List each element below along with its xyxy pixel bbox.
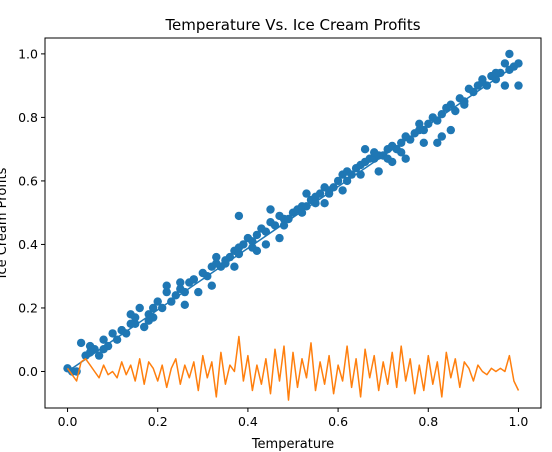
scatter-point <box>333 176 343 186</box>
scatter-point <box>370 148 379 157</box>
scatter-point <box>131 313 140 322</box>
scatter-point <box>76 338 86 348</box>
y-tick-label: 1.0 <box>18 46 38 61</box>
scatter-point <box>446 125 455 135</box>
scatter-point <box>374 167 383 176</box>
y-axis: 0.0 0.2 0.4 0.6 0.8 1.0 <box>18 46 45 379</box>
scatter-point <box>383 154 392 163</box>
scatter-point <box>406 135 415 144</box>
scatter-point <box>149 303 158 313</box>
scatter-point <box>451 106 460 116</box>
scatter-point <box>153 297 162 306</box>
scatter-point <box>135 303 144 313</box>
x-axis-label: Temperature <box>251 437 334 452</box>
scatter-point <box>338 186 347 195</box>
y-tick-label: 0.6 <box>18 173 38 188</box>
fit-line <box>67 62 519 373</box>
x-axis: 0.0 0.2 0.4 0.6 0.8 1.0 <box>58 408 529 429</box>
scatter-point <box>437 132 446 141</box>
scatter-point <box>419 138 428 147</box>
scatter-point <box>491 68 501 78</box>
scatter-point <box>320 199 329 208</box>
y-tick-label: 0.4 <box>18 237 38 252</box>
scatter-point <box>234 211 244 221</box>
plot-frame <box>44 37 542 409</box>
scatter-point <box>437 110 446 119</box>
chart-title: Temperature Vs. Ice Cream Profits <box>164 16 420 34</box>
scatter-point <box>176 284 185 294</box>
scatter-point <box>446 100 455 109</box>
y-tick-label: 0.0 <box>18 364 38 379</box>
scatter-point <box>302 189 311 198</box>
scatter-point <box>514 81 523 90</box>
scatter-point <box>99 335 108 344</box>
scatter-point <box>505 49 514 59</box>
scatter-point <box>207 281 216 290</box>
y-tick-label: 0.2 <box>18 300 38 315</box>
scatter-point <box>279 221 289 230</box>
x-tick-label: 0.0 <box>58 414 78 429</box>
scatter-point <box>401 154 410 163</box>
scatter-point <box>360 145 370 154</box>
scatter-point <box>324 186 334 195</box>
residual-line <box>66 335 520 401</box>
scatter-point <box>266 205 275 214</box>
x-tick-label: 0.4 <box>238 414 258 429</box>
scatter-point <box>433 138 442 147</box>
x-tick-label: 1.0 <box>509 414 529 429</box>
scatter-point <box>189 275 198 284</box>
scatter-point <box>149 313 158 322</box>
scatter-point <box>311 192 320 201</box>
scatter-point <box>275 233 284 243</box>
scatter-point <box>94 351 104 360</box>
scatter-point <box>419 125 428 135</box>
scatter-point <box>194 287 203 297</box>
scatter-point <box>478 75 487 84</box>
scatter-point <box>415 119 424 128</box>
scatter-point <box>234 243 244 252</box>
plot-area <box>63 49 523 401</box>
x-tick-label: 0.6 <box>328 414 348 429</box>
scatter-point <box>248 243 257 252</box>
scatter-point <box>112 335 122 344</box>
scatter-point <box>342 167 352 176</box>
scatter-point <box>126 319 135 328</box>
scatter-point <box>252 230 262 240</box>
scatter-point <box>140 322 149 332</box>
scatter-point <box>171 291 180 300</box>
scatter-point <box>108 329 117 338</box>
scatter-point <box>176 278 185 287</box>
scatter-point <box>162 287 171 297</box>
scatter-point <box>514 59 523 68</box>
scatter-point <box>469 87 478 97</box>
scatter-point <box>261 240 271 249</box>
x-tick-label: 0.8 <box>418 414 438 429</box>
scatter-point <box>302 202 311 211</box>
scatter-point <box>500 59 510 68</box>
y-axis-label: Ice Cream Profits <box>0 167 10 278</box>
x-tick-label: 0.2 <box>148 414 168 429</box>
scatter-point <box>212 252 221 262</box>
scatter-point <box>230 262 239 271</box>
scatter-point <box>500 81 510 90</box>
y-tick-label: 0.8 <box>18 110 38 125</box>
scatter-point <box>397 148 406 157</box>
scatter-point <box>99 345 108 354</box>
scatter-point <box>433 116 442 125</box>
scatter-point <box>180 300 189 309</box>
scatter-point <box>162 281 171 290</box>
